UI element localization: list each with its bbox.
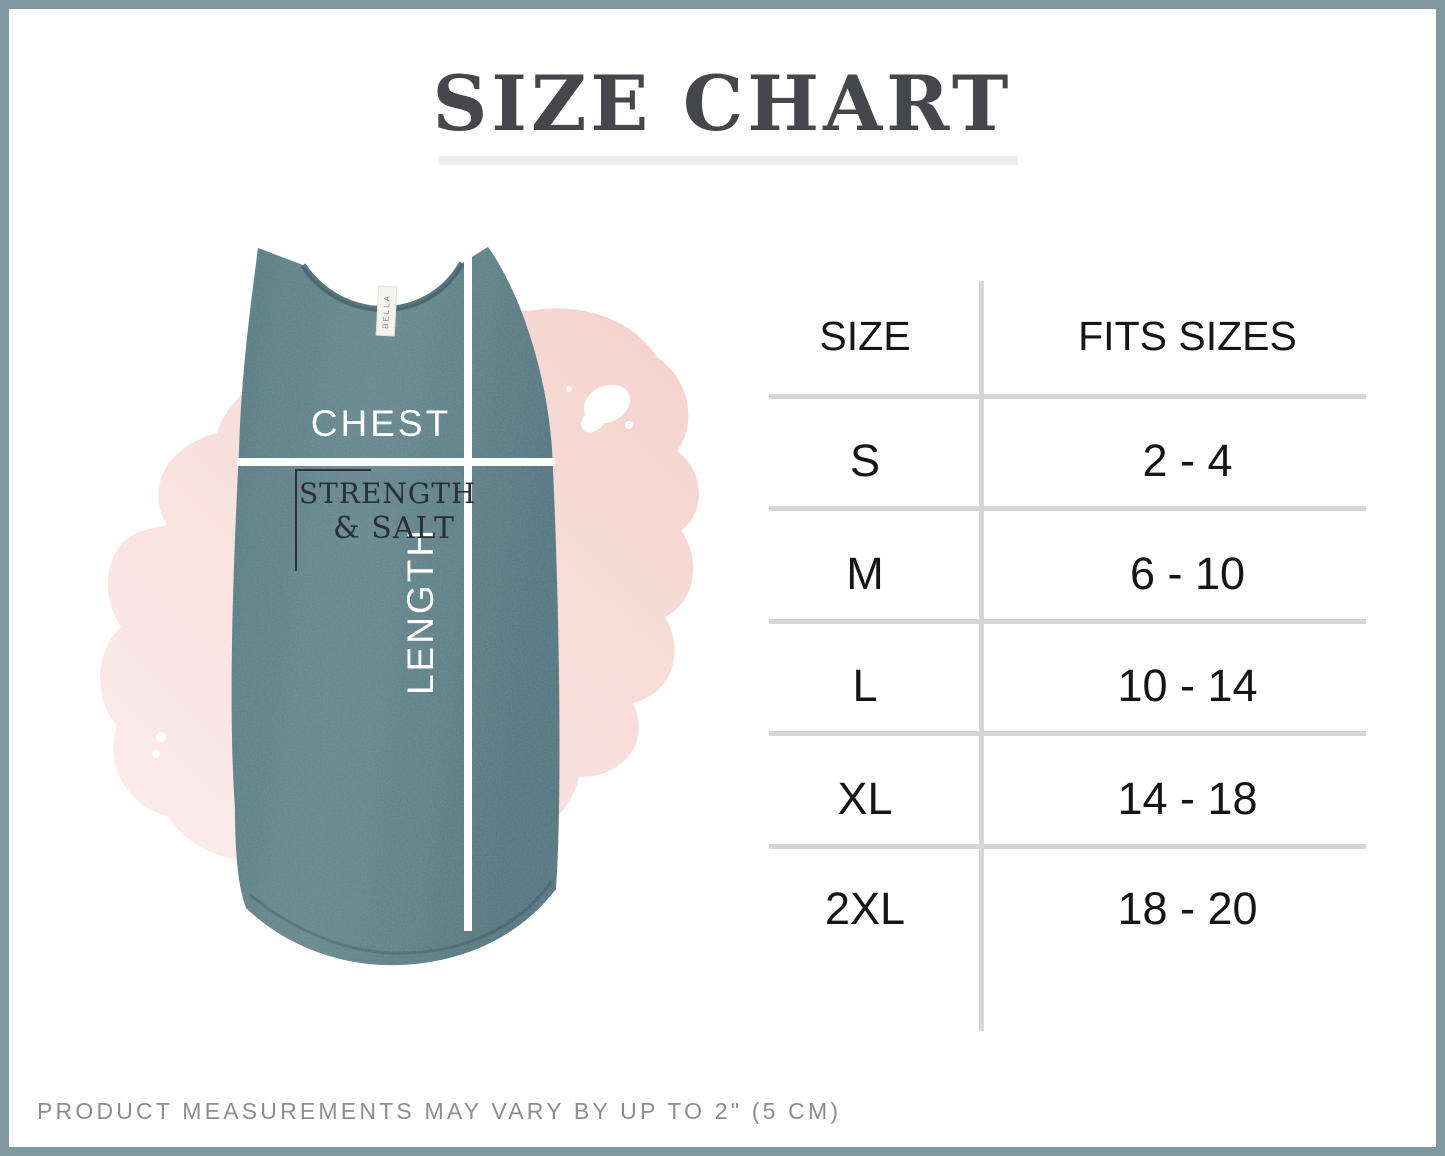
table-row: S 2 - 4	[749, 411, 1394, 511]
fits-value: 2 - 4	[1142, 435, 1233, 486]
table-header-row: SIZE FITS SIZES	[749, 286, 1394, 386]
garment-illustration	[100, 247, 699, 966]
size-value: L	[852, 660, 878, 711]
table-row-divider	[769, 731, 1366, 736]
table-row: XL 14 - 18	[749, 749, 1394, 849]
print-logo-bracket-horizontal	[295, 469, 371, 471]
table-row: L 10 - 14	[749, 636, 1394, 736]
table-column-divider	[979, 281, 984, 1031]
hem-stitch	[248, 880, 554, 955]
length-label: LENGTH	[400, 526, 441, 696]
chest-label: CHEST	[310, 403, 452, 444]
size-table: SIZE FITS SIZES S 2 - 4 M 6 - 10 L 10 - …	[749, 279, 1394, 1034]
table-row: M 6 - 10	[749, 524, 1394, 624]
print-logo-bracket-vertical	[295, 469, 297, 571]
brand-tag-label: BELLA	[381, 293, 392, 329]
print-logo-line1: STRENGTH	[299, 477, 477, 510]
fits-value: 18 - 20	[1117, 883, 1258, 934]
fits-value: 6 - 10	[1129, 548, 1246, 599]
table-row-divider	[769, 506, 1366, 511]
table-row-divider	[769, 394, 1366, 399]
size-value: XL	[837, 773, 893, 824]
brand-tag: BELLA	[375, 285, 398, 337]
title-underline	[439, 156, 1018, 165]
table-row: 2XL 18 - 20	[749, 859, 1394, 959]
tank-top	[231, 247, 560, 966]
header-fits-sizes: FITS SIZES	[1078, 312, 1297, 359]
header-size: SIZE	[819, 312, 911, 359]
watercolor-holes	[152, 384, 633, 758]
table-row-divider	[769, 844, 1366, 849]
length-measure-line	[464, 246, 472, 931]
fits-value: 10 - 14	[1117, 660, 1258, 711]
size-value: S	[849, 435, 880, 486]
footer-note: PRODUCT MEASUREMENTS MAY VARY BY UP TO 2…	[37, 1098, 842, 1124]
size-value: 2XL	[824, 883, 906, 934]
fits-value: 14 - 18	[1117, 773, 1258, 824]
chest-measure-line	[237, 458, 555, 466]
print-logo-line2: & SALT	[333, 510, 455, 546]
size-value: M	[846, 548, 884, 599]
print-logo: STRENGTH & SALT	[299, 477, 477, 546]
table-row-divider	[769, 619, 1366, 624]
page-title: SIZE CHART	[432, 59, 1013, 148]
